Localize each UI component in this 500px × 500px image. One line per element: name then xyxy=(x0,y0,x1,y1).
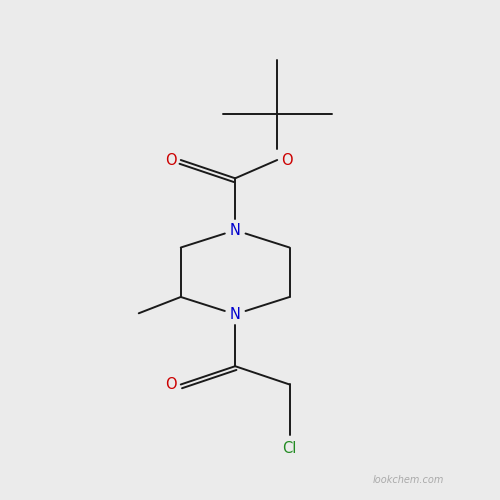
Text: O: O xyxy=(165,377,177,392)
Text: lookchem.com: lookchem.com xyxy=(372,475,444,485)
Text: O: O xyxy=(165,152,177,168)
Text: N: N xyxy=(230,307,240,322)
Text: Cl: Cl xyxy=(282,442,296,456)
Text: O: O xyxy=(281,152,293,168)
Text: N: N xyxy=(230,222,240,238)
